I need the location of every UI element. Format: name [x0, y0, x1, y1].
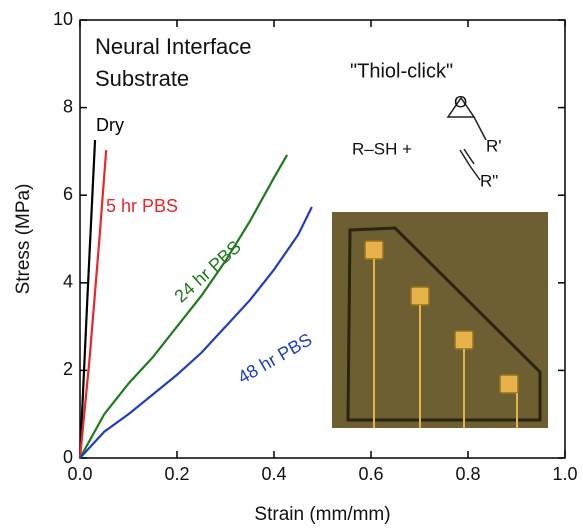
annotation: R": [480, 171, 498, 190]
x-tick-label: 0.0: [67, 464, 92, 484]
x-tick-label: 0.4: [261, 464, 286, 484]
inset-photo: [332, 212, 548, 428]
y-tick-label: 6: [63, 184, 73, 204]
annotation: "Thiol-click": [350, 60, 453, 82]
series-line: [79, 206, 313, 459]
chemical-structure: [446, 96, 487, 181]
y-axis-label: Stress (MPa): [13, 184, 34, 295]
x-tick-label: 1.0: [552, 464, 577, 484]
plot-frame: [79, 19, 566, 459]
annotation: Neural Interface: [95, 34, 252, 59]
series-label: 24 hr PBS: [170, 237, 244, 307]
series-line: [79, 154, 289, 459]
y-tick-label: 10: [53, 9, 73, 29]
series-label: Dry: [96, 115, 124, 135]
x-tick-label: 0.6: [358, 464, 383, 484]
annotation: Substrate: [95, 66, 189, 91]
annotation: O: [454, 92, 467, 111]
series-label: 48 hr PBS: [234, 329, 315, 387]
y-tick-label: 4: [63, 272, 73, 292]
annotation: R': [486, 136, 502, 155]
annotation: R–SH +: [352, 139, 412, 158]
y-tick-label: 0: [63, 447, 73, 467]
series-label: 5 hr PBS: [106, 196, 178, 216]
x-axis-label: Strain (mm/mm): [254, 504, 390, 525]
y-tick-label: 8: [63, 96, 73, 116]
y-tick-label: 2: [63, 359, 73, 379]
x-tick-label: 0.8: [455, 464, 480, 484]
x-tick-label: 0.2: [164, 464, 189, 484]
series-line: [78, 139, 97, 459]
series-line: [78, 150, 108, 459]
